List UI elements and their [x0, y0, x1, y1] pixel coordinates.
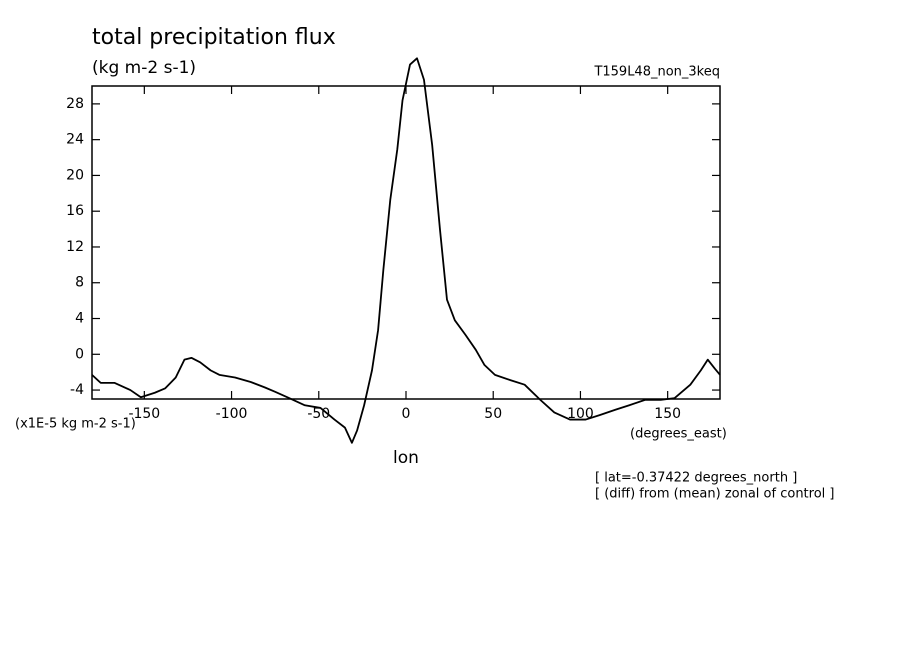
annotation: [ (diff) from (mean) zonal of control ] — [595, 487, 834, 502]
x-tick-label: -150 — [128, 406, 160, 422]
x-tick-label: -50 — [307, 406, 330, 422]
y-axis-label: (x1E-5 kg m-2 s-1) — [15, 417, 136, 432]
chart-subtitle: (kg m-2 s-1) — [92, 58, 196, 78]
x-axis-label: lon — [393, 448, 419, 468]
y-tick-label: 20 — [66, 167, 84, 183]
plot-frame — [91, 85, 721, 400]
x-axis-units: (degrees_east) — [630, 427, 727, 442]
y-tick-label: 12 — [66, 239, 84, 255]
x-tick-label: 100 — [567, 406, 594, 422]
y-tick-label: 24 — [66, 132, 84, 148]
x-tick-label: 150 — [654, 406, 681, 422]
x-tick-label: 50 — [484, 406, 502, 422]
chart-title: total precipitation flux — [92, 25, 336, 50]
data-line — [91, 57, 721, 444]
y-tick-label: 16 — [66, 203, 84, 219]
y-tick-label: -4 — [70, 382, 84, 398]
x-tick-label: 0 — [402, 406, 411, 422]
y-tick-label: 28 — [66, 96, 84, 112]
annotation: [ lat=-0.37422 degrees_north ] — [595, 471, 797, 486]
y-tick-label: 4 — [75, 311, 84, 327]
run-label: T159L48_non_3keq — [593, 65, 720, 80]
x-tick-label: -100 — [216, 406, 248, 422]
y-tick-label: 0 — [75, 346, 84, 362]
y-tick-label: 8 — [75, 275, 84, 291]
